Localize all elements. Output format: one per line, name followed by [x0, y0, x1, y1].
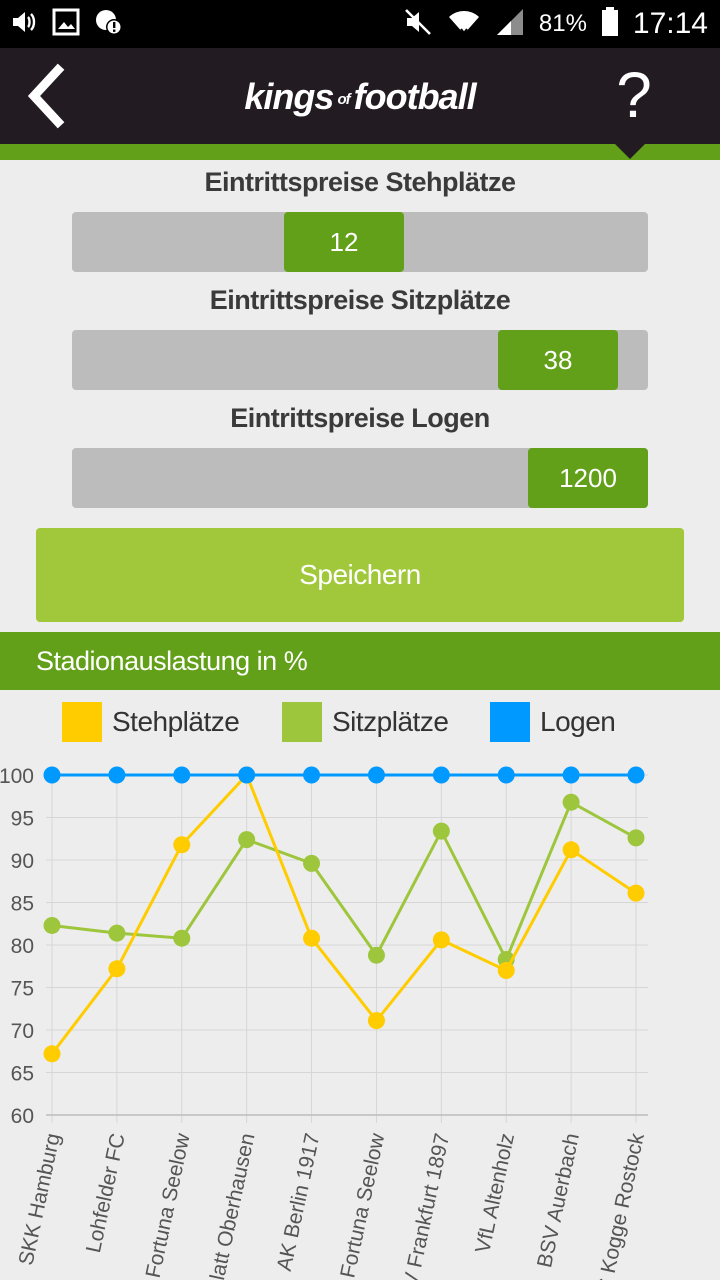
gallery-icon: [52, 8, 80, 41]
data-point: [432, 766, 450, 784]
data-point: [108, 924, 126, 942]
data-point: [108, 960, 126, 978]
data-point: [627, 829, 645, 847]
y-tick-label: 75: [11, 978, 34, 1001]
data-point: [367, 766, 385, 784]
price-slider-thumb[interactable]: 12: [284, 212, 404, 272]
chart-section-header: Stadionauslastung in %: [0, 632, 720, 690]
signal-icon: [495, 7, 525, 42]
price-slider-sitzplaetze[interactable]: 38: [72, 330, 648, 390]
mute-icon: [403, 7, 433, 42]
volume-icon: [10, 8, 38, 41]
data-point: [108, 766, 126, 784]
y-tick-label: 65: [11, 1063, 34, 1086]
app-header: kings of football ?: [0, 48, 720, 144]
y-tick-label: 90: [11, 850, 34, 873]
data-point: [367, 946, 385, 964]
line-chart: 60 65 70 75 80 85 90 95 100 SKK Hamburg Lohfelder …: [0, 765, 649, 1280]
data-point: [303, 766, 321, 784]
header-accent-line: [0, 144, 720, 160]
chevron-left-icon: [27, 63, 65, 129]
data-point: [497, 962, 515, 979]
series-line-stehplaetze: [50, 772, 637, 1055]
y-tick-label: 70: [11, 1020, 34, 1043]
data-point: [562, 793, 580, 811]
data-point: [43, 766, 61, 784]
data-point: [432, 931, 450, 949]
y-tick-label: 60: [11, 1105, 34, 1128]
y-tick-label: 85: [11, 893, 34, 916]
data-point: [562, 766, 580, 784]
x-tick-label: Fortuna Seelow: [336, 1130, 389, 1279]
series-line-sitzplaetze: [51, 800, 637, 964]
price-label-stehplaetze: Eintrittspreise Stehplätze: [204, 167, 516, 197]
x-tick-label: VfL Altenholz: [471, 1131, 519, 1255]
data-point: [562, 841, 580, 859]
price-slider-logen[interactable]: 1200: [72, 448, 648, 508]
y-tick-label: 100: [0, 765, 34, 788]
clock: 17:14: [632, 7, 708, 40]
legend-label: Logen: [540, 706, 616, 737]
data-point: [627, 766, 645, 784]
battery-percent: 81%: [538, 10, 587, 37]
price-slider-thumb[interactable]: 38: [498, 330, 618, 390]
x-tick-label: Lohfelder FC: [82, 1131, 130, 1255]
data-point: [497, 766, 515, 784]
help-button[interactable]: ?: [616, 59, 652, 131]
data-point: [627, 884, 645, 902]
header-notch: [615, 144, 645, 159]
x-tick-label: BSV Auerbach: [533, 1131, 584, 1269]
data-point: [303, 929, 321, 947]
data-point: [43, 916, 61, 934]
price-label-sitzplaetze: Eintrittspreise Sitzplätze: [209, 285, 511, 315]
data-point: [173, 929, 191, 947]
data-point: [173, 836, 191, 854]
data-point: [432, 822, 450, 840]
data-point: [238, 766, 256, 784]
price-slider-thumb[interactable]: 1200: [528, 448, 648, 508]
data-point: [43, 1045, 61, 1063]
x-tick-label: platt Oberhausen: [204, 1131, 260, 1280]
legend-item-stehplaetze: Stehplätze: [62, 700, 240, 744]
x-tick-label: AK Berlin 1917: [273, 1131, 325, 1273]
chart-section-title: Stadionauslastung in %: [36, 646, 308, 676]
legend-swatch: [62, 702, 102, 742]
x-tick-label: C Kogge Rostock: [592, 1131, 649, 1280]
data-point: [173, 766, 191, 784]
status-bar: 81% 17:14: [0, 0, 720, 48]
x-tick-label: SKK Hamburg: [14, 1131, 64, 1267]
x-tick-label: V Frankfurt 1897: [399, 1131, 454, 1280]
legend-swatch: [282, 702, 322, 742]
price-slider-stehplaetze[interactable]: 12: [72, 212, 648, 272]
data-point: [367, 1012, 385, 1030]
alert-icon: [94, 8, 124, 41]
back-button[interactable]: [20, 62, 80, 130]
data-point: [238, 831, 256, 849]
price-label-logen: Eintrittspreise Logen: [230, 403, 490, 433]
battery-icon: [601, 6, 619, 42]
x-tick-label: Fortuna Seelow: [142, 1130, 195, 1279]
y-tick-label: 80: [11, 935, 34, 958]
legend-label: Sitzplätze: [332, 706, 449, 737]
app-logo: kings of football: [244, 76, 476, 117]
legend-swatch: [490, 702, 530, 742]
wifi-icon: [447, 7, 481, 42]
y-tick-label: 95: [11, 808, 34, 831]
legend-item-sitzplaetze: Sitzplätze: [282, 700, 449, 744]
data-point: [303, 854, 321, 872]
legend-item-logen: Logen: [490, 700, 616, 744]
legend-label: Stehplätze: [112, 706, 240, 737]
save-button[interactable]: Speichern: [36, 528, 684, 622]
chart-legend: Stehplätze Sitzplätze Logen: [0, 700, 720, 750]
